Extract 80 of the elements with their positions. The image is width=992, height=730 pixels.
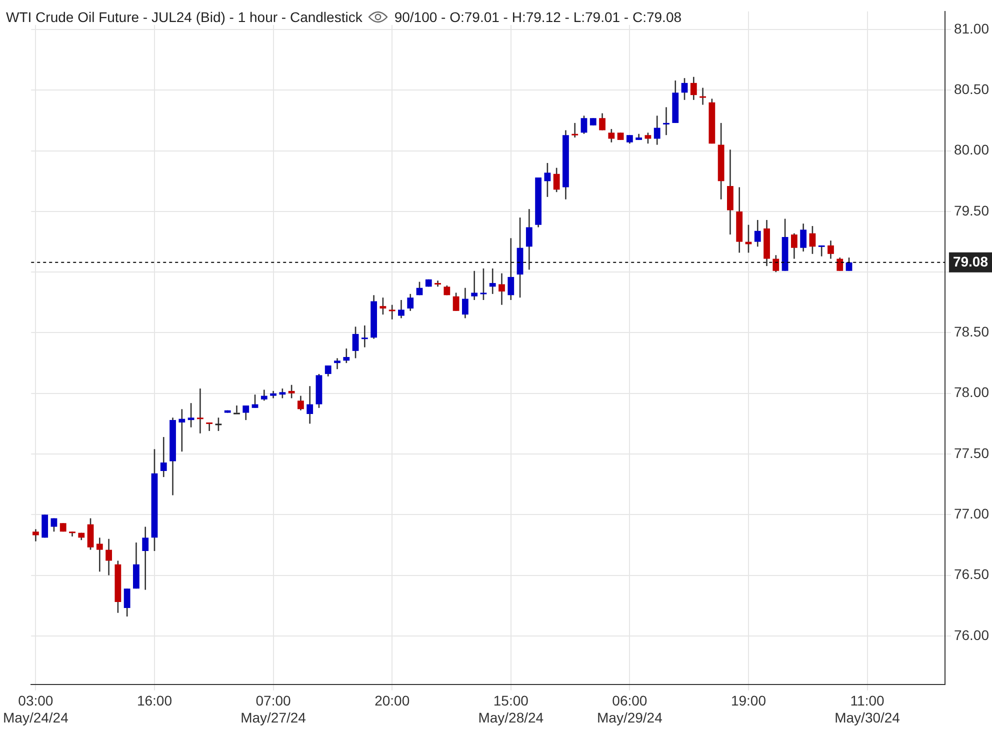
y-tick-label: 80.00 [954,142,990,158]
candlestick [644,132,652,144]
candlestick [480,268,487,301]
candlestick [508,238,514,301]
candlestick [288,384,295,399]
candlestick [407,293,414,312]
candlestick [526,208,532,270]
y-tick-label: 77.00 [954,505,990,522]
candlestick [124,588,130,618]
candlestick [690,76,697,101]
candlestick [828,240,834,260]
x-tick-label: 11:00 May/30/24 [834,692,900,726]
candlestick [608,128,615,144]
candlestick [599,112,606,131]
y-tick-label: 76.00 [954,626,990,643]
x-tick-label: 07:00 May/27/24 [240,692,306,726]
ref-line-label: 79.08 [952,253,988,270]
candlestick [32,528,39,542]
candlestick [279,388,286,399]
candlestick [334,358,340,370]
candlestick [242,404,250,421]
candlestick [544,162,551,198]
candlestick [206,422,213,432]
candlestick [836,256,844,272]
y-tick-label: 81.00 [954,20,990,36]
y-tick-label: 78.00 [954,384,990,400]
candlestick [142,526,149,590]
candlestick [772,254,780,273]
y-tick-label: 76.50 [954,566,990,582]
candlestick [790,232,798,260]
candlestick [196,388,204,434]
candlestick [188,402,194,428]
candlestick [489,268,496,295]
x-tick-label: 06:00 May/29/24 [597,692,663,726]
candlestick [380,296,386,316]
candlestick [462,287,468,319]
x-tick-label: 16:00 [136,692,172,709]
candlestick [580,115,588,135]
candlestick [215,416,222,432]
y-tick-label: 78.50 [954,324,990,340]
candlestick [87,518,94,550]
x-tick-label: 19:00 [730,692,766,709]
candlestick [654,115,660,146]
chart-title: WTI Crude Oil Future - JUL24 (Bid) - 1 hour - Candlestick [6,9,362,25]
candlestick [452,292,460,312]
candlestick [298,395,304,411]
candlestick [306,385,314,424]
candlestick [42,514,48,538]
candlestick [398,299,404,319]
candlestick [754,219,761,248]
candlestick [252,394,258,409]
candlestick [178,408,186,452]
candlestick [809,225,816,255]
candlestick [700,87,706,106]
x-tick-label: 03:00 May/24/24 [3,692,69,726]
candlestick [343,348,350,364]
candlestick [663,106,670,136]
candlestick [352,326,359,359]
candlestick [50,518,58,532]
candlestick [416,281,423,296]
candlestick [106,538,112,576]
chart-subtitle: 90/100 - O:79.01 - H:79.12 - L:79.01 - C:79.08 [394,9,682,25]
candlestick [800,222,807,252]
candlestick [361,324,368,348]
candlestick [498,272,505,306]
y-tick-label: 80.50 [954,81,990,98]
candlestick [572,122,578,138]
candlestick [388,304,396,320]
candlestick [681,77,688,101]
candlestick [846,256,852,272]
candlestick [96,537,103,572]
x-tick-label: 15:00 May/28/24 [478,692,544,726]
candlestick [553,167,560,193]
y-tick-label: 79.50 [954,202,990,218]
x-tick-label: 20:00 [374,692,410,709]
candlestick [234,404,240,414]
candlestick [260,389,268,402]
candlestick [160,436,167,478]
candlestick [471,270,478,301]
y-tick-label: 77.50 [954,444,990,461]
